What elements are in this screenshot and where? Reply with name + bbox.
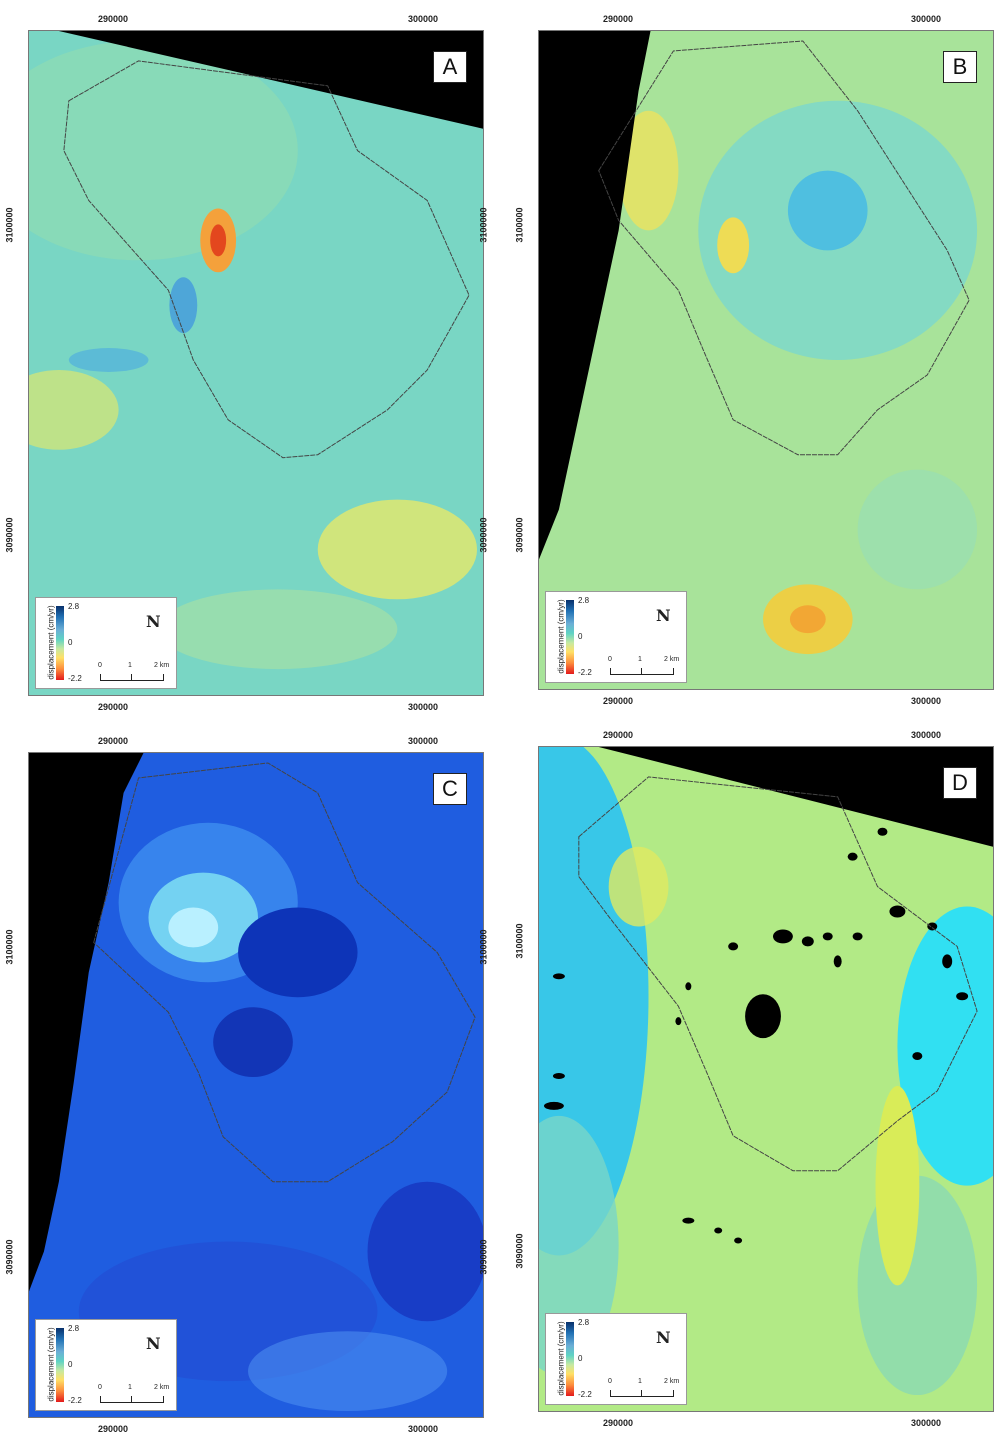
scale-2: 2 km: [664, 656, 680, 663]
legend-min: -2.2: [68, 674, 82, 683]
x-tick-bottom-300000: 300000: [910, 1418, 942, 1428]
panel-label: A: [433, 51, 467, 83]
panel-label: D: [943, 767, 977, 799]
scale-bar: [100, 674, 164, 681]
displacement-map: [29, 31, 483, 695]
scale-2: 2 km: [664, 1378, 680, 1385]
map-legend: displacement (cm/yr) 2.8 0 -2.2 N 0 1 2 …: [545, 591, 687, 683]
y-tick-left-3100000: 3100000: [514, 923, 525, 959]
legend-min: -2.2: [578, 1390, 592, 1399]
y-tick-left-3100000: 3100000: [4, 929, 15, 965]
x-tick-top-290000: 290000: [602, 14, 634, 24]
legend-title: displacement (cm/yr): [46, 1327, 56, 1402]
x-tick-bottom-290000: 290000: [97, 702, 129, 712]
legend-max: 2.8: [68, 602, 80, 611]
displacement-map: [539, 31, 993, 689]
legend-max: 2.8: [578, 1318, 590, 1327]
y-tick-left-3090000: 3090000: [4, 517, 15, 553]
y-tick-left-3100000: 3100000: [4, 207, 15, 243]
north-arrow-icon: N: [656, 606, 671, 625]
scale-1: 1: [128, 662, 132, 669]
map-frame: D displacement (cm/yr) 2.8 0 -2.2 N 0 1 …: [538, 746, 994, 1412]
scale-bar: [610, 1390, 674, 1397]
legend-title: displacement (cm/yr): [46, 605, 56, 680]
x-tick-top-300000: 300000: [910, 730, 942, 740]
y-tick-right-3090000: 3090000: [478, 1239, 489, 1275]
color-ramp: [56, 1328, 64, 1402]
x-tick-top-290000: 290000: [97, 736, 129, 746]
scale-bar: [610, 668, 674, 675]
x-tick-top-300000: 300000: [407, 736, 439, 746]
displacement-map: [29, 753, 483, 1417]
x-tick-top-300000: 300000: [910, 14, 942, 24]
scale-0: 0: [608, 656, 612, 663]
legend-mid: 0: [578, 632, 583, 641]
displacement-map: [539, 747, 993, 1411]
panel-label: B: [943, 51, 977, 83]
legend-title: displacement (cm/yr): [556, 1321, 566, 1396]
north-arrow-icon: N: [146, 1334, 161, 1353]
map-legend: displacement (cm/yr) 2.8 0 -2.2 N 0 1 2 …: [35, 1319, 177, 1411]
legend-mid: 0: [578, 1354, 583, 1363]
color-ramp: [566, 600, 574, 674]
legend-title: displacement (cm/yr): [556, 599, 566, 674]
legend-mid: 0: [68, 1360, 73, 1369]
map-panel-d: D displacement (cm/yr) 2.8 0 -2.2 N 0 1 …: [515, 730, 994, 1428]
scale-1: 1: [128, 1384, 132, 1391]
y-tick-right-3100000: 3100000: [478, 929, 489, 965]
map-frame: B displacement (cm/yr) 2.8 0 -2.2 N 0 1 …: [538, 30, 994, 690]
legend-min: -2.2: [578, 668, 592, 677]
y-tick-left-3090000: 3090000: [514, 1233, 525, 1269]
map-frame: C displacement (cm/yr) 2.8 0 -2.2 N 0 1 …: [28, 752, 484, 1418]
map-panel-a: A displacement (cm/yr) 2.8 0 -2.2 N 0 1 …: [5, 14, 489, 712]
north-arrow-icon: N: [146, 612, 161, 631]
y-tick-right-3100000: 3100000: [478, 207, 489, 243]
panel-label: C: [433, 773, 467, 805]
scale-2: 2 km: [154, 1384, 170, 1391]
y-tick-right-3090000: 3090000: [478, 517, 489, 553]
no-data-patches: [543, 827, 969, 1244]
scale-0: 0: [98, 662, 102, 669]
x-tick-bottom-290000: 290000: [602, 696, 634, 706]
scale-2: 2 km: [154, 662, 170, 669]
scale-1: 1: [638, 1378, 642, 1385]
y-tick-left-3090000: 3090000: [514, 517, 525, 553]
x-tick-top-290000: 290000: [602, 730, 634, 740]
legend-max: 2.8: [578, 596, 590, 605]
map-frame: A displacement (cm/yr) 2.8 0 -2.2 N 0 1 …: [28, 30, 484, 696]
legend-mid: 0: [68, 638, 73, 647]
map-legend: displacement (cm/yr) 2.8 0 -2.2 N 0 1 2 …: [35, 597, 177, 689]
map-legend: displacement (cm/yr) 2.8 0 -2.2 N 0 1 2 …: [545, 1313, 687, 1405]
color-ramp: [56, 606, 64, 680]
x-tick-bottom-290000: 290000: [97, 1424, 129, 1434]
legend-min: -2.2: [68, 1396, 82, 1405]
north-arrow-icon: N: [656, 1328, 671, 1347]
scale-1: 1: [638, 656, 642, 663]
y-tick-left-3090000: 3090000: [4, 1239, 15, 1275]
x-tick-bottom-300000: 300000: [407, 702, 439, 712]
scale-0: 0: [98, 1384, 102, 1391]
x-tick-bottom-300000: 300000: [407, 1424, 439, 1434]
x-tick-bottom-290000: 290000: [602, 1418, 634, 1428]
legend-max: 2.8: [68, 1324, 80, 1333]
x-tick-top-290000: 290000: [97, 14, 129, 24]
scale-0: 0: [608, 1378, 612, 1385]
color-ramp: [566, 1322, 574, 1396]
x-tick-top-300000: 300000: [407, 14, 439, 24]
map-panel-c: C displacement (cm/yr) 2.8 0 -2.2 N 0 1 …: [5, 736, 489, 1434]
map-panel-b: B displacement (cm/yr) 2.8 0 -2.2 N 0 1 …: [515, 14, 994, 706]
y-tick-left-3100000: 3100000: [514, 207, 525, 243]
x-tick-bottom-300000: 300000: [910, 696, 942, 706]
scale-bar: [100, 1396, 164, 1403]
